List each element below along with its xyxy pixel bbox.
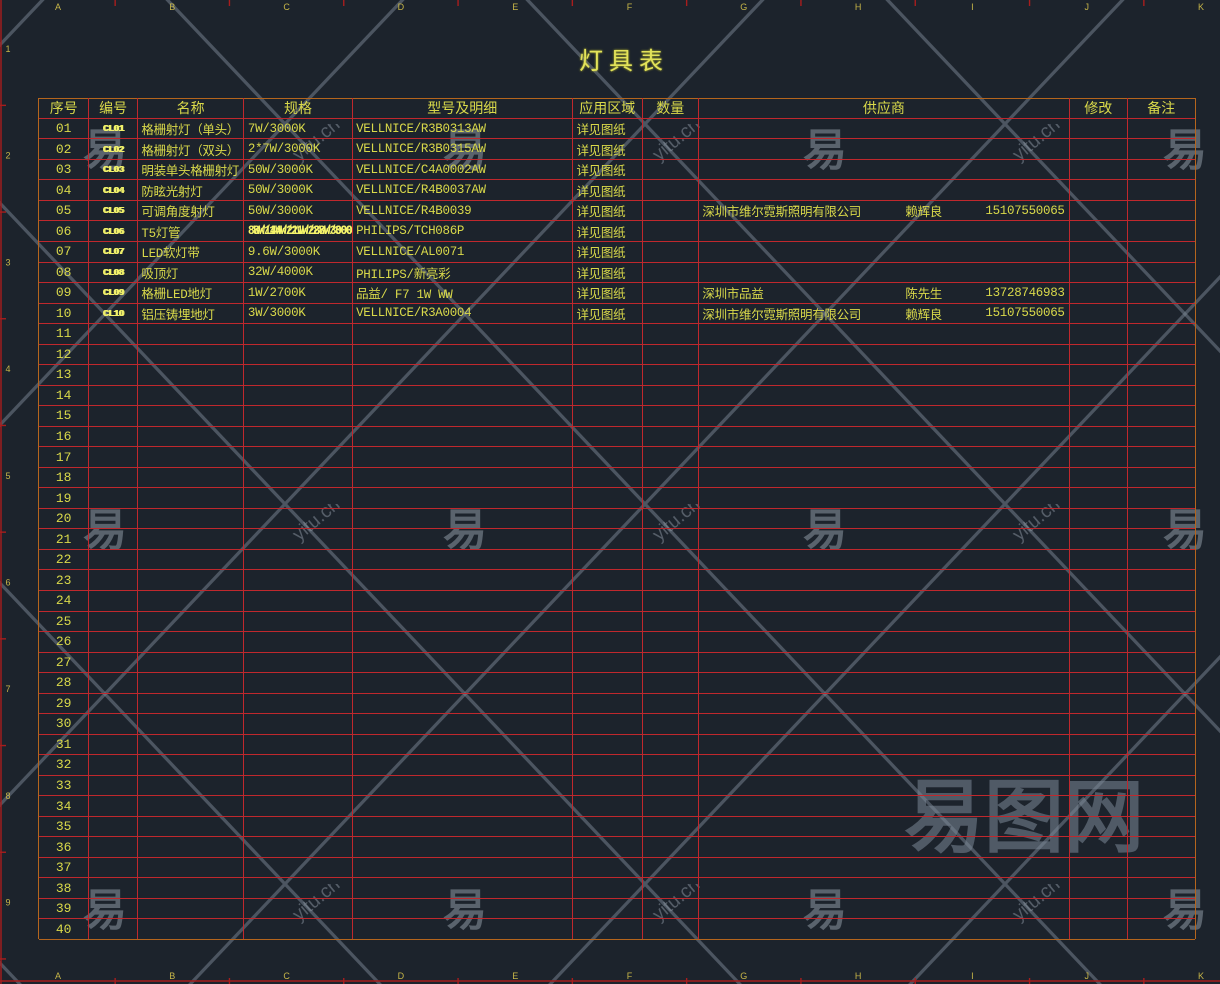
svg-text:C: C — [283, 2, 290, 12]
svg-text:D: D — [398, 2, 405, 12]
svg-text:G: G — [740, 2, 747, 12]
svg-text:E: E — [512, 2, 518, 12]
svg-text:F: F — [627, 971, 633, 981]
svg-text:C: C — [283, 971, 290, 981]
svg-text:2: 2 — [5, 151, 10, 161]
svg-text:J: J — [1084, 971, 1089, 981]
svg-text:5: 5 — [5, 471, 10, 481]
svg-text:D: D — [398, 971, 405, 981]
svg-text:K: K — [1198, 2, 1204, 12]
svg-text:B: B — [169, 2, 175, 12]
svg-text:9: 9 — [5, 898, 10, 908]
svg-text:4: 4 — [5, 364, 10, 374]
svg-text:I: I — [971, 2, 974, 12]
svg-text:K: K — [1198, 971, 1204, 981]
svg-text:A: A — [55, 2, 61, 12]
svg-text:F: F — [627, 2, 633, 12]
svg-text:3: 3 — [5, 257, 10, 267]
svg-text:6: 6 — [5, 578, 10, 588]
svg-text:H: H — [855, 971, 862, 981]
svg-text:G: G — [740, 971, 747, 981]
svg-text:7: 7 — [5, 684, 10, 694]
svg-text:J: J — [1084, 2, 1089, 12]
svg-text:A: A — [55, 971, 61, 981]
svg-text:8: 8 — [5, 791, 10, 801]
svg-text:H: H — [855, 2, 862, 12]
svg-text:I: I — [971, 971, 974, 981]
svg-text:E: E — [512, 971, 518, 981]
svg-text:B: B — [169, 971, 175, 981]
